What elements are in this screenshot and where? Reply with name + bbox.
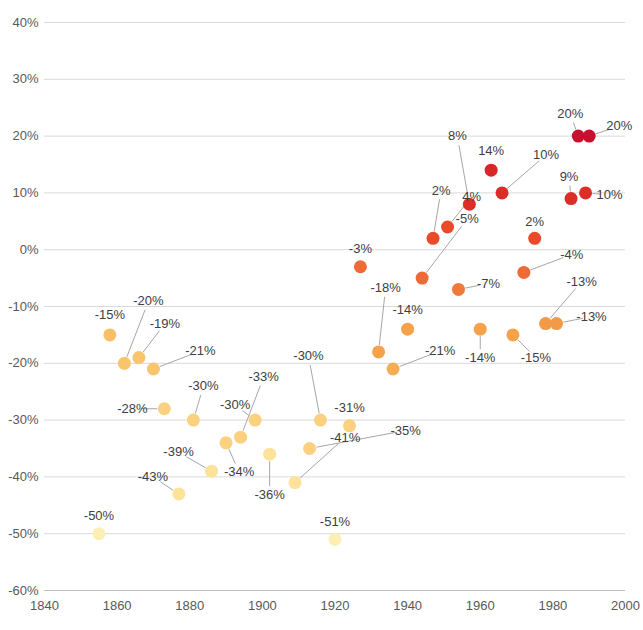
svg-text:1960: 1960 (466, 598, 495, 613)
svg-text:-21%: -21% (425, 343, 456, 358)
svg-text:-21%: -21% (185, 343, 216, 358)
svg-text:-4%: -4% (560, 247, 584, 262)
svg-text:-18%: -18% (370, 280, 401, 295)
svg-text:-14%: -14% (392, 302, 423, 317)
svg-text:-30%: -30% (220, 397, 251, 412)
svg-text:1940: 1940 (393, 598, 422, 613)
svg-text:-5%: -5% (456, 211, 480, 226)
svg-text:-28%: -28% (117, 401, 148, 416)
svg-text:0%: 0% (20, 242, 39, 257)
svg-text:2000: 2000 (611, 598, 640, 613)
svg-text:-39%: -39% (163, 444, 194, 459)
svg-text:-30%: -30% (293, 348, 324, 363)
svg-text:1860: 1860 (103, 598, 132, 613)
svg-text:20%: 20% (606, 118, 632, 133)
svg-text:2%: 2% (432, 183, 451, 198)
svg-text:-31%: -31% (334, 400, 365, 415)
svg-text:1880: 1880 (175, 598, 204, 613)
svg-text:-15%: -15% (95, 307, 126, 322)
svg-text:-50%: -50% (8, 526, 39, 541)
svg-text:-34%: -34% (224, 464, 255, 479)
svg-text:-20%: -20% (8, 355, 39, 370)
svg-text:-19%: -19% (150, 316, 181, 331)
svg-text:10%: 10% (12, 185, 38, 200)
svg-text:-14%: -14% (465, 350, 496, 365)
svg-text:-15%: -15% (521, 350, 552, 365)
svg-text:1840: 1840 (30, 598, 59, 613)
svg-text:-36%: -36% (254, 487, 285, 502)
svg-text:2%: 2% (525, 214, 544, 229)
svg-text:-3%: -3% (349, 241, 373, 256)
svg-text:-30%: -30% (8, 412, 39, 427)
svg-text:-51%: -51% (320, 514, 351, 529)
svg-text:-10%: -10% (8, 299, 39, 314)
svg-text:-7%: -7% (477, 276, 501, 291)
svg-text:9%: 9% (560, 169, 579, 184)
svg-text:1980: 1980 (538, 598, 567, 613)
svg-text:-33%: -33% (248, 369, 279, 384)
svg-text:1920: 1920 (321, 598, 350, 613)
svg-text:-60%: -60% (8, 583, 39, 598)
svg-text:30%: 30% (12, 71, 38, 86)
svg-text:-41%: -41% (330, 430, 361, 445)
svg-text:14%: 14% (478, 143, 504, 158)
svg-text:-30%: -30% (188, 378, 219, 393)
svg-text:-20%: -20% (133, 293, 164, 308)
svg-text:40%: 40% (12, 15, 38, 30)
svg-text:4%: 4% (462, 189, 481, 204)
svg-text:-35%: -35% (390, 423, 421, 438)
svg-text:-13%: -13% (576, 309, 607, 324)
svg-text:10%: 10% (597, 187, 623, 202)
svg-text:-43%: -43% (138, 469, 169, 484)
svg-text:20%: 20% (12, 128, 38, 143)
svg-text:20%: 20% (557, 106, 583, 121)
svg-text:-13%: -13% (566, 274, 597, 289)
svg-text:1900: 1900 (248, 598, 277, 613)
svg-text:10%: 10% (533, 147, 559, 162)
svg-text:-40%: -40% (8, 469, 39, 484)
svg-text:-50%: -50% (84, 508, 115, 523)
svg-text:8%: 8% (448, 128, 467, 143)
